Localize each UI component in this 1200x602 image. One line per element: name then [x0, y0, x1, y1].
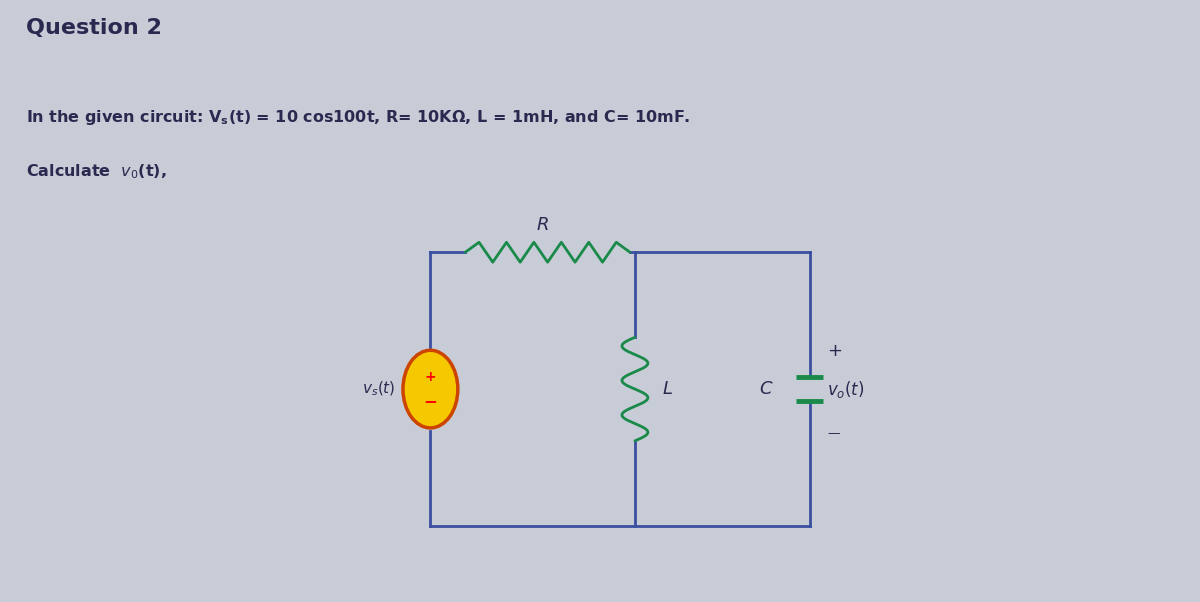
Text: R: R	[536, 216, 548, 234]
Text: −: −	[424, 392, 437, 410]
Text: Calculate  $v_0$(t),: Calculate $v_0$(t),	[26, 163, 167, 181]
Text: —: —	[828, 427, 840, 441]
Text: Question 2: Question 2	[26, 18, 162, 39]
Text: L: L	[662, 380, 673, 398]
Text: In the given circuit: $\mathbf{V_{s}(t)}$ = 10 cos100t, R= 10KΩ, L = 1mH, and C=: In the given circuit: $\mathbf{V_{s}(t)}…	[26, 108, 691, 127]
Text: +: +	[425, 370, 437, 384]
Text: +: +	[828, 343, 842, 360]
Text: C: C	[758, 380, 772, 398]
Text: $v_o(t)$: $v_o(t)$	[828, 379, 865, 400]
Ellipse shape	[403, 350, 458, 428]
Text: $v_s(t)$: $v_s(t)$	[362, 380, 396, 399]
